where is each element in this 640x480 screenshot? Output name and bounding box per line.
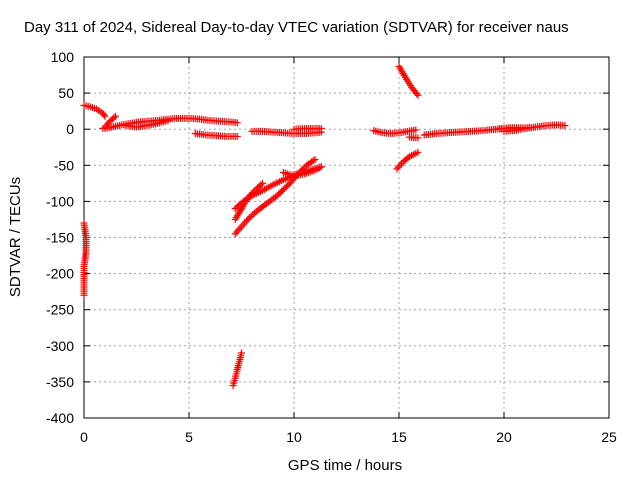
x-tick-label: 15 (391, 429, 407, 445)
data-point (284, 182, 292, 190)
y-tick-label: 100 (51, 49, 75, 65)
data-point (238, 223, 245, 231)
data-point (285, 180, 293, 188)
data-point (282, 183, 290, 191)
y-tick-label: -400 (46, 410, 74, 426)
data-point (112, 112, 119, 120)
x-tick-label: 20 (496, 429, 512, 445)
data-point (110, 114, 118, 122)
x-tick-labels: 0 5 10 15 20 25 (80, 429, 617, 445)
x-tick-label: 0 (80, 429, 88, 445)
data-point (404, 154, 412, 162)
data-point (414, 148, 422, 156)
y-tick-label: -150 (46, 230, 74, 246)
y-tick-label: -300 (46, 338, 74, 354)
data-point (317, 124, 325, 132)
data-point (233, 119, 241, 127)
data-point (394, 163, 402, 171)
data-point (234, 226, 242, 234)
data-point (242, 217, 250, 225)
data-point (259, 179, 266, 187)
data-point (396, 161, 404, 169)
data-point (164, 117, 172, 125)
data-points (80, 62, 569, 390)
data-point (247, 212, 255, 220)
data-point (101, 112, 109, 120)
data-point (311, 156, 319, 164)
data-point (257, 181, 265, 189)
data-point (561, 122, 569, 130)
y-tick-labels: 100 50 0 -50 -100 -150 -200 -250 -300 -350 -400 (46, 49, 74, 426)
data-point (247, 190, 255, 198)
data-point (317, 163, 325, 171)
data-point (412, 126, 420, 134)
data-point (238, 349, 245, 357)
y-tick-label: -350 (46, 374, 74, 390)
x-axis-title: GPS time / hours (288, 457, 402, 474)
data-point (244, 194, 252, 202)
data-point (414, 134, 422, 142)
x-tick-label: 5 (185, 429, 193, 445)
y-tick-label: -250 (46, 302, 74, 318)
data-point (236, 224, 244, 232)
data-point (241, 219, 249, 227)
data-point (233, 132, 241, 140)
data-point (393, 165, 401, 173)
data-point (413, 90, 421, 98)
data-point (249, 189, 257, 197)
data-point (245, 192, 253, 200)
y-tick-label: -50 (54, 157, 74, 173)
data-point (398, 159, 406, 167)
data-point (309, 157, 317, 165)
data-point (299, 165, 307, 173)
data-point (525, 124, 533, 132)
data-point (414, 91, 422, 99)
data-point (233, 228, 241, 236)
data-point (231, 230, 239, 238)
data-point (239, 221, 247, 229)
axis-ticks (83, 56, 610, 419)
data-point (245, 214, 253, 222)
y-tick-label: 50 (58, 85, 74, 101)
data-point (100, 111, 108, 119)
grid (84, 57, 609, 418)
data-point (80, 291, 88, 299)
y-tick-label: -100 (46, 193, 74, 209)
y-tick-label: -200 (46, 266, 74, 282)
x-tick-label: 10 (286, 429, 302, 445)
chart-title: Day 311 of 2024, Sidereal Day-to-day VTE… (24, 19, 569, 36)
y-tick-label: 0 (66, 121, 74, 137)
data-point (298, 166, 306, 174)
y-axis-title: SDTVAR / TECUs (7, 177, 24, 297)
data-point (249, 211, 257, 219)
data-point (251, 187, 259, 195)
x-tick-label: 25 (601, 429, 617, 445)
data-point (287, 178, 295, 186)
data-point (244, 215, 252, 223)
